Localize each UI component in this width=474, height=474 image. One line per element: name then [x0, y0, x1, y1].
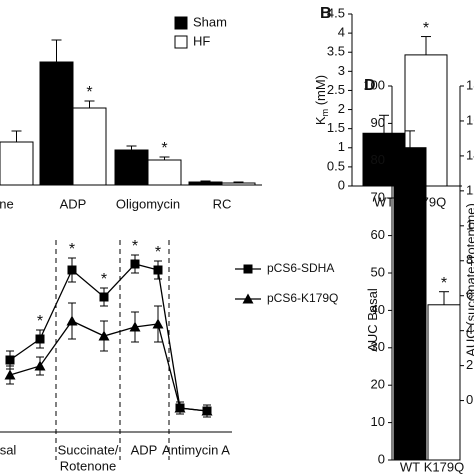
panel-label: D [364, 77, 376, 94]
y-label-main: AUC Basal [365, 288, 380, 352]
bar [72, 107, 107, 186]
point [35, 334, 45, 344]
point [201, 405, 213, 416]
section-label: Antimycin A [162, 442, 230, 457]
y-label-sub: m [320, 109, 330, 117]
y-tick-label: 3 [338, 63, 345, 78]
y-axis-label: AUC Basal [365, 288, 380, 352]
point [4, 369, 16, 380]
point [34, 360, 46, 371]
legend-label: pCS6-SDHA [267, 261, 334, 275]
y2-tick-label: 0 [466, 392, 473, 407]
point [152, 318, 164, 329]
y-tick-label: 50 [371, 264, 385, 279]
x-tick-label: ADP [60, 196, 87, 211]
legend-label: HF [193, 33, 210, 48]
x-tick-label: WT [400, 459, 420, 474]
y-tick-label: 0 [378, 451, 385, 466]
section-label: Rotenone [60, 458, 116, 473]
y-tick-label: 0 [338, 177, 345, 192]
y2-tick-label: 18 [466, 77, 474, 92]
y-tick-label: 0.5 [327, 158, 345, 173]
y2-tick-label: 4 [466, 322, 473, 337]
point [98, 330, 110, 341]
legend-swatch [174, 16, 188, 30]
y-tick-label: 3.5 [327, 44, 345, 59]
point [129, 321, 141, 332]
legend-marker [243, 264, 253, 274]
legend-label: pCS6-K179Q [267, 291, 338, 305]
y-label-rest: (mM) [313, 75, 328, 109]
y-tick-label: 80 [371, 152, 385, 167]
point [5, 355, 15, 365]
y-tick-label: 4.5 [327, 5, 345, 20]
bar [114, 149, 149, 186]
significance: * [441, 275, 447, 292]
x-tick-label: Oligomycin [116, 196, 180, 211]
bar [0, 141, 34, 186]
y-tick-label: 1 [338, 139, 345, 154]
section-label: ADP [131, 442, 158, 457]
bar [147, 159, 182, 186]
y-tick-label: 1.5 [327, 120, 345, 135]
significance: * [86, 84, 92, 101]
y2-tick-label: 12 [466, 182, 474, 197]
y-tick-label: 4 [338, 25, 345, 40]
point [99, 292, 109, 302]
x-tick-label: K179Q [424, 459, 464, 474]
point [66, 315, 78, 326]
legend-swatch [174, 35, 188, 49]
point [153, 265, 163, 275]
y-tick-label: 30 [371, 339, 385, 354]
significance: * [69, 241, 75, 258]
y2-tick-label: 16 [466, 112, 474, 127]
y-tick-label: 2.5 [327, 82, 345, 97]
y-tick-label: 40 [371, 302, 385, 317]
y2-tick-label: 14 [466, 147, 474, 162]
x-tick-label: RC [213, 196, 232, 211]
series-line [9, 320, 208, 412]
point [174, 402, 186, 413]
significance: * [423, 20, 429, 37]
y2-axis-label: AUC (succinate+rotenone) [463, 203, 474, 357]
panel-label: B [320, 5, 332, 22]
point [130, 259, 140, 269]
section-label: Succinate/ [58, 442, 119, 457]
y-tick-label: 60 [371, 227, 385, 242]
x-tick-label: eline [0, 196, 14, 211]
series-line [9, 263, 208, 412]
bar [393, 147, 427, 461]
y-tick-label: 2 [338, 101, 345, 116]
significance: * [37, 313, 43, 330]
y-label-main: K [313, 116, 328, 125]
y2-tick-label: 10 [466, 217, 474, 232]
significance: * [161, 140, 167, 157]
y2-tick-label: 8 [466, 252, 473, 267]
y2-tick-label: 6 [466, 287, 473, 302]
y-tick-label: 10 [371, 414, 385, 429]
significance: * [132, 238, 138, 255]
y-tick-label: 20 [371, 377, 385, 392]
legend-marker [242, 293, 254, 304]
y-axis-label: Km (mM) [313, 75, 330, 125]
point [67, 265, 77, 275]
legend-label: Sham [193, 14, 227, 29]
bar [39, 61, 74, 186]
significance: * [101, 271, 107, 288]
y-tick-label: 100 [363, 77, 385, 92]
significance: * [155, 244, 161, 261]
y2-tick-label: 2 [466, 357, 473, 372]
y-tick-label: 90 [371, 115, 385, 130]
bar [427, 304, 461, 461]
section-label: sal [0, 442, 16, 457]
y-tick-label: 70 [371, 190, 385, 205]
